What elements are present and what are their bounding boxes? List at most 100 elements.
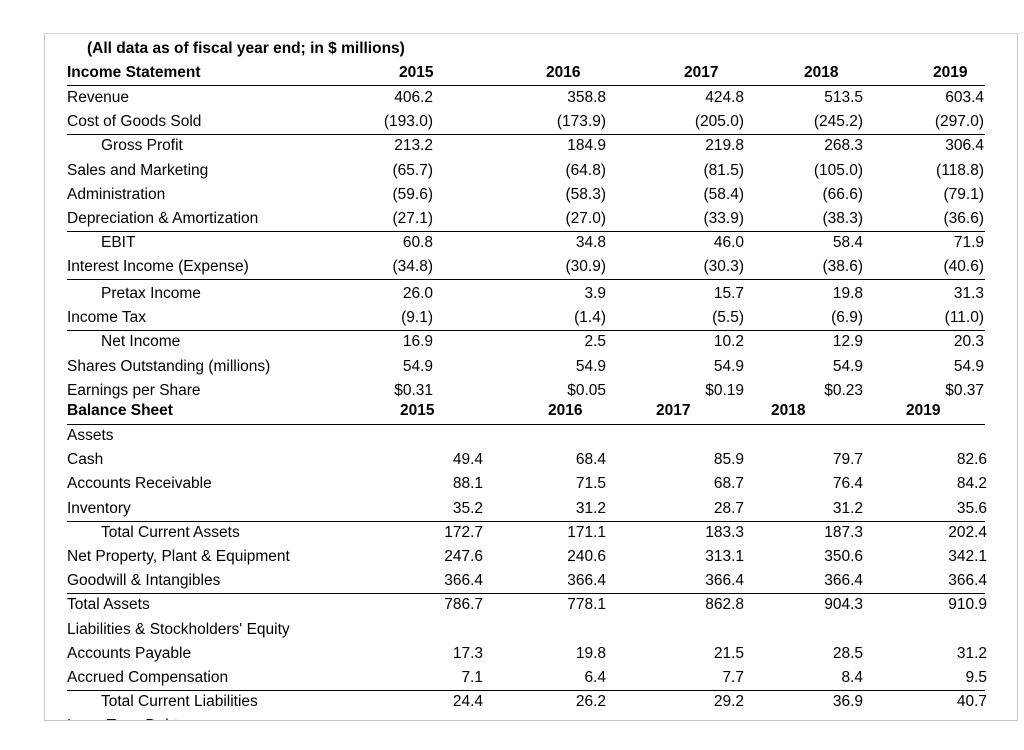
value-cell: 306.4 [945, 137, 984, 155]
value-cell: (205.0) [694, 113, 744, 131]
value-cell: 85.9 [713, 451, 744, 469]
row-label: EBIT [101, 234, 136, 252]
value-cell: 171.1 [567, 523, 606, 541]
year-header: 2016 [546, 64, 581, 81]
value-cell: 202.4 [948, 523, 987, 541]
year-header: 2015 [399, 64, 434, 81]
value-cell: 342.1 [948, 548, 987, 565]
value-cell: (27.0) [565, 210, 607, 227]
value-cell: 58.4 [832, 234, 863, 252]
financial-table: (All data as of fiscal year end; in $ mi… [44, 33, 1018, 721]
value-cell: 79.7 [832, 451, 863, 469]
row-label: Liabilities & Stockholders' Equity [67, 620, 290, 638]
value-cell: 366.4 [444, 572, 483, 590]
value-cell: 60.8 [402, 234, 433, 252]
value-cell: 24.4 [452, 693, 483, 711]
value-cell: 6.4 [584, 669, 606, 686]
value-cell: 49.4 [452, 451, 483, 469]
value-cell: 213.2 [394, 137, 433, 155]
value-cell: 35.6 [956, 499, 987, 517]
value-cell: (11.0) [944, 309, 984, 327]
row-label: Total Current Liabilities [101, 693, 258, 711]
value-cell: 240.6 [567, 548, 606, 565]
value-cell: 366.4 [824, 572, 863, 590]
row-label: Accounts Payable [67, 644, 192, 662]
value-cell: 26.2 [575, 693, 606, 711]
value-cell: (33.9) [703, 210, 745, 227]
value-cell: (193.0) [383, 113, 433, 131]
row-label: Accounts Receivable [67, 475, 212, 493]
row-label: Gross Profit [101, 137, 183, 155]
divider-line [67, 231, 985, 232]
row-label: Total Current Assets [101, 523, 240, 541]
value-cell: 268.3 [824, 137, 863, 155]
value-cell: 904.3 [824, 596, 863, 614]
value-cell: 603.4 [945, 89, 984, 106]
value-cell: (30.9) [565, 258, 607, 276]
divider-line [67, 520, 985, 522]
value-cell: 2.5 [584, 333, 606, 351]
value-cell: $0.05 [567, 381, 606, 399]
row-label: Cash [67, 451, 104, 469]
value-cell: 35.2 [452, 499, 483, 517]
value-cell: (64.8) [565, 161, 607, 179]
value-cell: 31.2 [956, 644, 987, 662]
row-label: Inventory [67, 499, 131, 517]
value-cell: 36.9 [832, 693, 863, 711]
row-label: Long-Term Debt [67, 717, 178, 720]
divider-line [67, 424, 985, 425]
row-label: Total Assets [67, 596, 150, 614]
row-label: Sales and Marketing [67, 161, 209, 179]
value-cell: 76.4 [832, 475, 863, 493]
value-cell: 247.6 [444, 548, 483, 565]
value-cell: 46.0 [713, 234, 744, 252]
value-cell: 71.5 [575, 475, 606, 493]
row-label: Interest Income (Expense) [67, 258, 249, 276]
value-cell: (36.6) [943, 210, 985, 227]
value-cell: 28.7 [713, 499, 744, 517]
value-cell: (118.8) [936, 161, 984, 179]
value-cell: 10.2 [713, 333, 744, 351]
year-header: 2017 [684, 64, 719, 81]
value-cell: (245.2) [813, 113, 863, 131]
value-cell: 313.1 [705, 548, 744, 565]
value-cell: 8.4 [841, 669, 863, 686]
year-header: 2016 [548, 402, 583, 419]
value-cell: (34.8) [392, 258, 434, 276]
value-cell: (38.6) [822, 258, 864, 276]
value-cell: (65.7) [392, 161, 434, 179]
value-cell: (79.1) [943, 185, 985, 203]
row-label: Pretax Income [101, 284, 201, 302]
value-cell: 40.7 [956, 693, 987, 711]
value-cell: 28.5 [832, 644, 863, 662]
value-cell: 7.7 [722, 669, 744, 686]
value-cell: (173.9) [556, 113, 606, 131]
value-cell: 366.4 [948, 572, 987, 590]
value-cell: 54.9 [832, 357, 863, 375]
units-note: (All data as of fiscal year end; in $ mi… [87, 40, 405, 57]
value-cell: 68.4 [575, 451, 606, 469]
value-cell: $0.37 [945, 381, 984, 399]
value-cell: 54.9 [713, 357, 744, 375]
year-header: 2015 [400, 402, 435, 419]
value-cell: (38.3) [822, 210, 864, 227]
value-cell: (58.4) [703, 185, 745, 203]
year-header: 2019 [933, 64, 968, 81]
value-cell: (9.1) [401, 309, 433, 327]
value-cell: 12.9 [832, 333, 863, 351]
value-cell: 54.9 [402, 357, 433, 375]
value-cell: 778.1 [567, 596, 606, 614]
value-cell: 172.7 [444, 523, 483, 541]
value-cell: 183.3 [705, 523, 744, 541]
value-cell: (105.0) [813, 161, 863, 179]
divider-line [67, 279, 985, 281]
value-cell: (58.3) [565, 185, 607, 203]
value-cell: 16.9 [402, 333, 433, 351]
row-label: Administration [67, 185, 166, 203]
value-cell: (5.5) [712, 309, 744, 327]
divider-line [67, 593, 985, 595]
row-label: Shares Outstanding (millions) [67, 357, 271, 375]
value-cell: 17.3 [452, 644, 483, 662]
value-cell: 31.2 [575, 499, 606, 517]
value-cell: (6.9) [831, 309, 863, 327]
